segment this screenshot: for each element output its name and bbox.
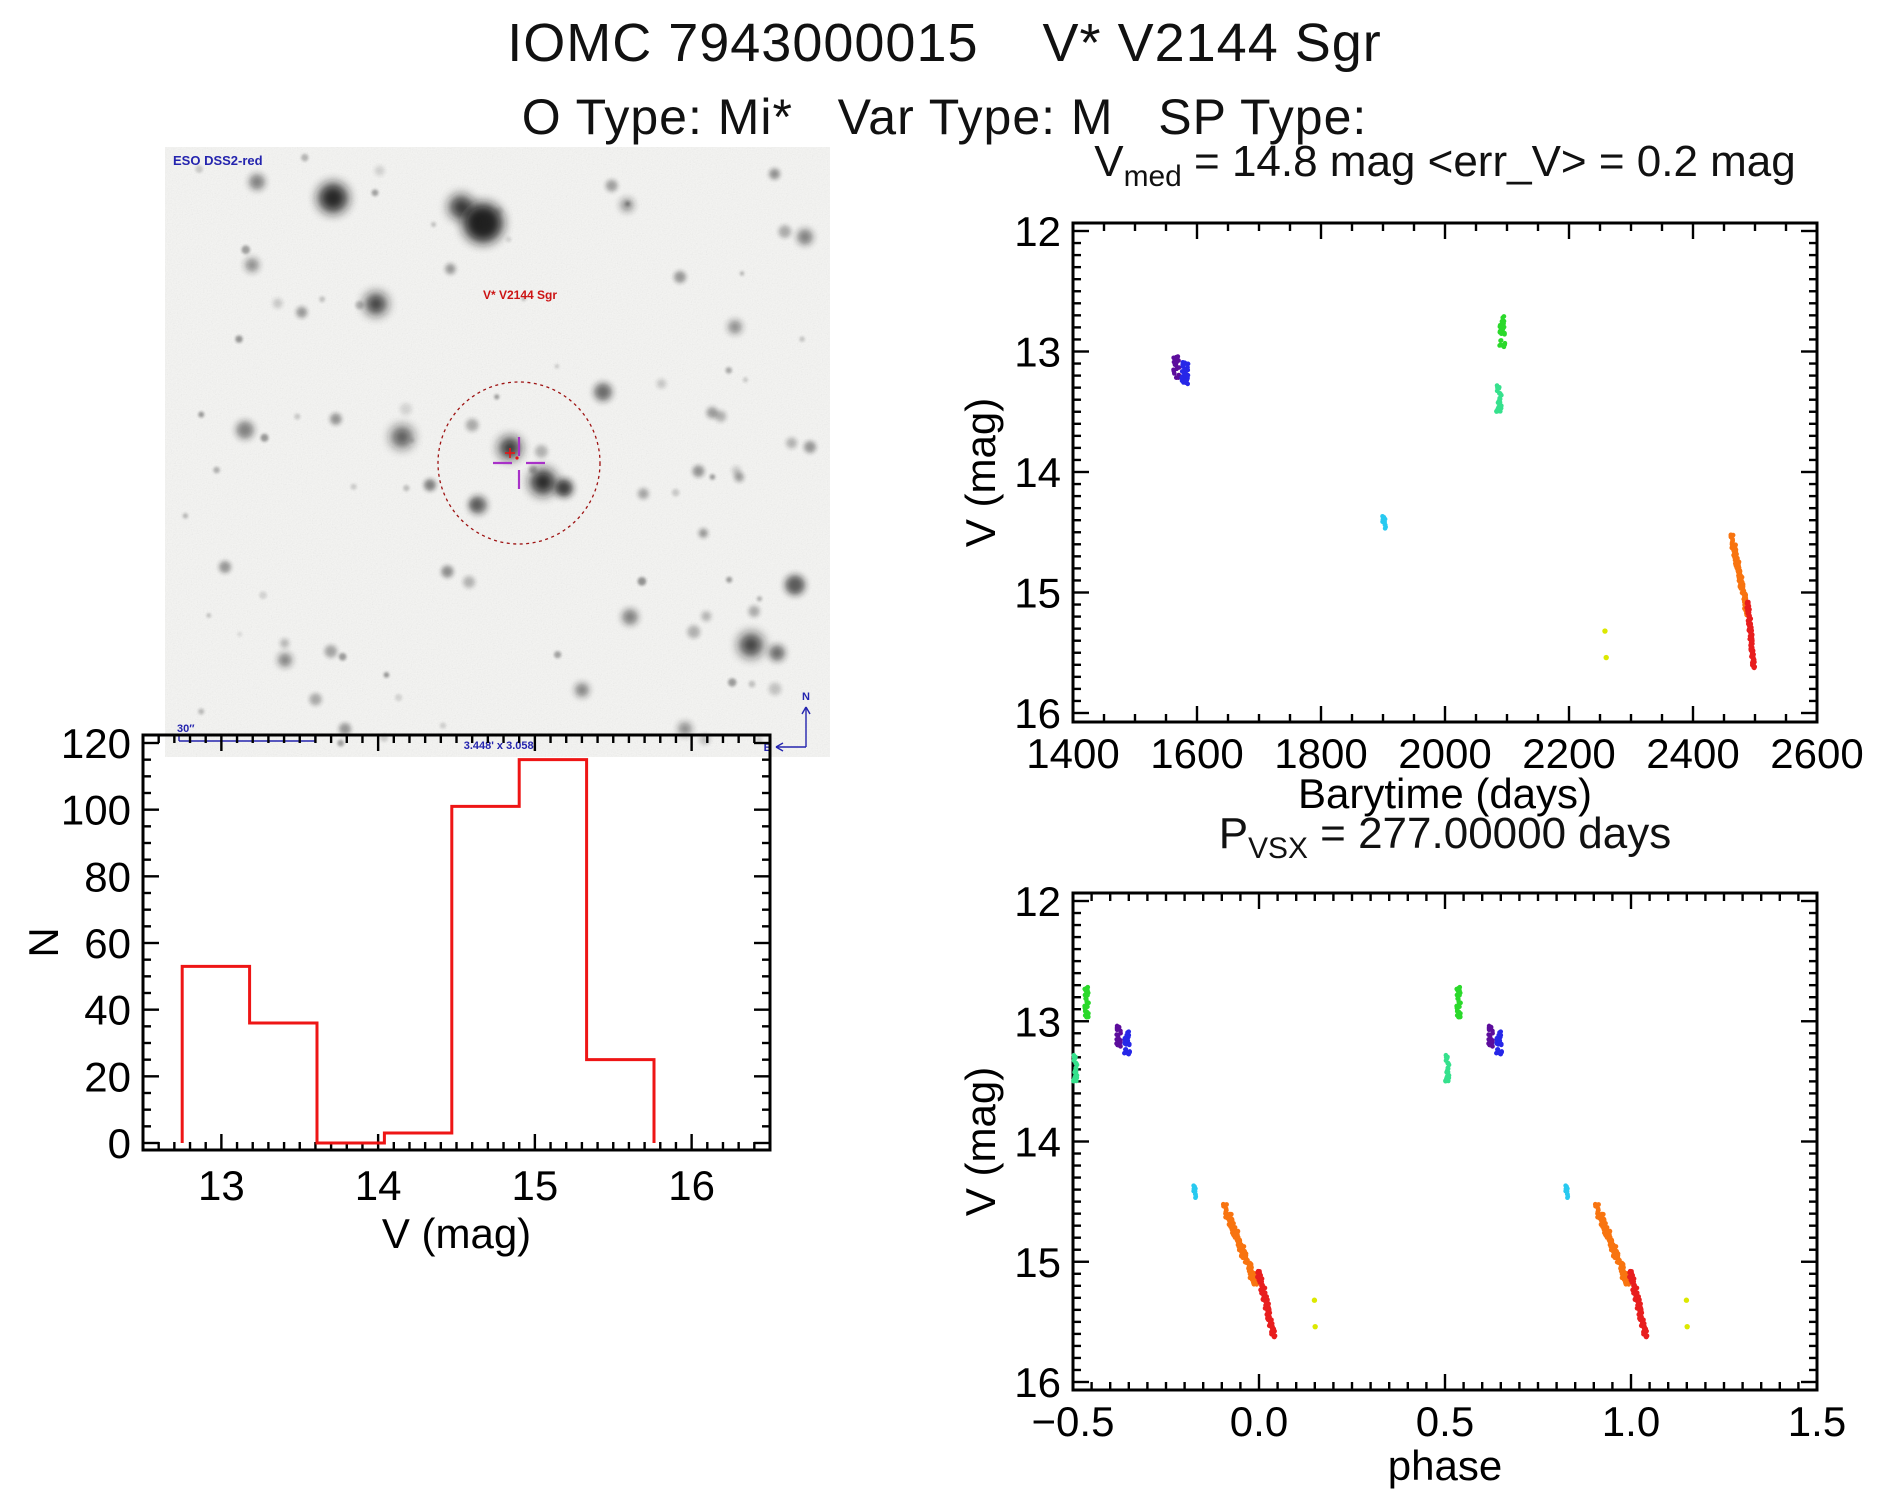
y-tick-label: 13 (1014, 998, 1061, 1045)
cluster-red-2493 (1744, 599, 1758, 671)
compass-north-label: N (802, 691, 810, 703)
page-title: IOMC 7943000015 V* V2144 Sgr (507, 13, 1382, 73)
survey-label: ESO DSS2-red (173, 153, 263, 168)
x-axis-label: Barytime (days) (1298, 770, 1592, 817)
y-tick-label: 20 (84, 1053, 131, 1100)
x-tick-label: 1800 (1274, 730, 1367, 777)
plot-title: PVSX = 277.00000 days (1219, 809, 1672, 865)
x-tick-label: 1.5 (1788, 1398, 1846, 1445)
compass (775, 706, 811, 752)
axis-ticks (1071, 223, 1819, 722)
cluster-spring (1071, 1052, 1452, 1084)
y-tick-label: 0 (108, 1120, 131, 1167)
catalog-position-cross (505, 448, 519, 460)
x-tick-label: 0.5 (1416, 1398, 1474, 1445)
axis-ticks (141, 735, 772, 1150)
magnitude-histogram-plot: 13 14 15 16 0 20 40 60 80 100 120 V (mag) N (20, 720, 772, 1257)
compass-east-label: E (764, 742, 771, 754)
cluster-spring-2086 (1494, 383, 1504, 414)
x-tick-label: 0.0 (1230, 1398, 1288, 1445)
y-tick-label: 15 (1014, 1239, 1061, 1286)
x-tick-label: 2000 (1398, 730, 1491, 777)
y-tick-label: 16 (1014, 1359, 1061, 1406)
x-tick-label: 2400 (1646, 730, 1739, 777)
cluster-red (1255, 1268, 1650, 1340)
axis-ticks (1071, 893, 1819, 1390)
cluster-yellow-2259 (1602, 628, 1609, 661)
y-tick-label: 15 (1014, 570, 1061, 617)
y-tick-label: 40 (84, 987, 131, 1034)
x-tick-label: 1600 (1150, 730, 1243, 777)
cluster-orange (1220, 1201, 1632, 1287)
target-circle (437, 381, 601, 545)
x-tick-label: 2200 (1522, 730, 1615, 777)
target-crosshair (493, 437, 545, 489)
y-tick-label: 60 (84, 920, 131, 967)
x-tick-label: 15 (512, 1162, 559, 1209)
y-tick-label: 12 (1014, 208, 1061, 255)
y-tick-label: 100 (61, 787, 131, 834)
x-tick-label: −0.5 (1032, 1398, 1115, 1445)
cluster-yellow (1311, 1297, 1690, 1330)
y-tick-label: 14 (1014, 449, 1061, 496)
x-axis-label: phase (1388, 1442, 1502, 1489)
plot-frame (1071, 891, 1819, 1392)
x-tick-label: 16 (668, 1162, 715, 1209)
lightcurve-time-plot: 1400 1600 1800 2000 2200 2400 2600 12 13 14 15 16 Ba… (957, 137, 1864, 817)
y-axis-label: V (mag) (957, 1067, 1004, 1216)
x-tick-label: 2600 (1770, 730, 1863, 777)
x-tick-label: 1400 (1026, 730, 1119, 777)
x-axis-label: V (mag) (382, 1210, 531, 1257)
y-tick-label: 13 (1014, 329, 1061, 376)
cluster-purple-1566 (1171, 354, 1182, 380)
histogram-outline (180, 758, 656, 1145)
starfield-noise (165, 147, 830, 757)
page-subtitle: O Type: Mi* Var Type: M SP Type: (521, 89, 1368, 145)
y-tick-label: 80 (84, 853, 131, 900)
plot-frame (1071, 221, 1819, 724)
y-tick-label: 14 (1014, 1119, 1061, 1166)
y-axis-label: V (mag) (957, 398, 1004, 547)
x-tick-label: 14 (355, 1162, 402, 1209)
cluster-purple (1114, 1023, 1495, 1049)
cluster-cyan-1901 (1380, 513, 1388, 531)
cluster-cyan (1191, 1183, 1571, 1201)
cluster-blue-1580 (1179, 359, 1191, 387)
lightcurve-phase-plot: −0.5 0.0 0.5 1.0 1.5 12 13 14 15 16 phase V (mag) PV… (957, 809, 1846, 1489)
plot-frame (141, 733, 772, 1152)
star-blobs (182, 153, 816, 747)
cluster-green-2092 (1497, 314, 1508, 350)
y-tick-label: 16 (1014, 690, 1061, 737)
x-tick-label: 13 (198, 1162, 245, 1209)
y-axis-label: N (20, 927, 67, 957)
cluster-green (1082, 984, 1463, 1020)
cluster-blue (1122, 1029, 1505, 1057)
target-name-label: V* V2144 Sgr (483, 288, 557, 302)
y-tick-label: 120 (61, 720, 131, 767)
plot-title: Vmed = 14.8 mag <err_V> = 0.2 mag (1094, 137, 1795, 193)
y-tick-label: 12 (1014, 878, 1061, 925)
x-tick-label: 1.0 (1602, 1398, 1660, 1445)
scale-label: 30″ (177, 723, 195, 735)
